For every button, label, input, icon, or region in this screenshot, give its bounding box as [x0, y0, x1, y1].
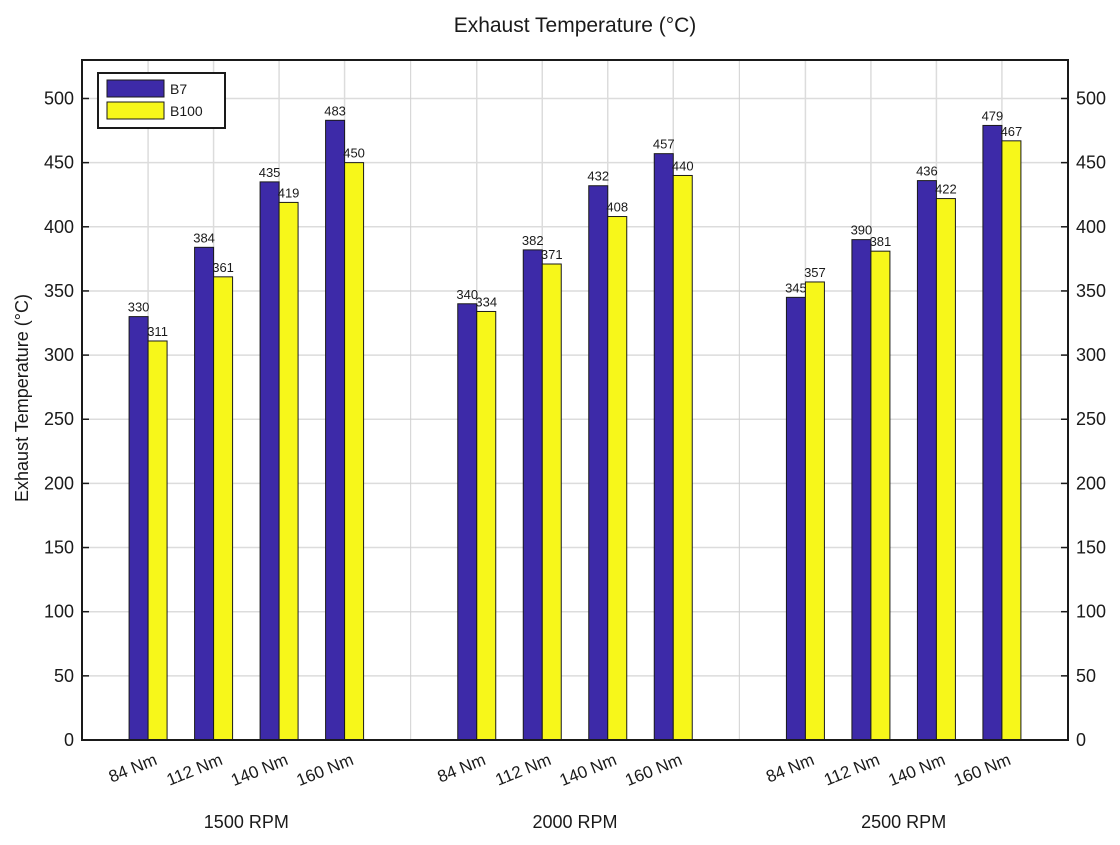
y-tick-label-left: 250	[44, 409, 74, 429]
data-label: 440	[672, 158, 694, 173]
bar-b7	[128, 316, 149, 741]
x-tick-label: 140 Nm	[886, 750, 948, 790]
data-label: 371	[541, 247, 563, 262]
y-tick-label-right: 400	[1076, 217, 1106, 237]
data-label: 384	[193, 230, 215, 245]
data-label: 311	[147, 324, 168, 339]
data-label: 382	[522, 233, 544, 248]
data-label: 467	[1001, 124, 1023, 139]
bar-b100	[344, 162, 365, 741]
legend-label-b7: B7	[170, 81, 187, 97]
bar-b100	[213, 276, 234, 741]
group-label: 2500 RPM	[861, 812, 946, 832]
x-tick-label: 112 Nm	[821, 750, 882, 789]
y-tick-label-left: 500	[44, 88, 74, 108]
bar-b100	[672, 174, 693, 741]
data-label: 408	[606, 200, 628, 215]
y-tick-label-left: 350	[44, 281, 74, 301]
bar-b7	[259, 181, 280, 741]
x-tick-label: 160 Nm	[951, 750, 1013, 790]
data-label: 422	[935, 182, 957, 197]
x-tick-label: 112 Nm	[493, 750, 554, 789]
y-tick-label-right: 500	[1076, 88, 1106, 108]
y-tick-label-right: 100	[1076, 602, 1106, 622]
y-tick-label-left: 450	[44, 153, 74, 173]
y-tick-label-left: 400	[44, 217, 74, 237]
bar-b100	[476, 310, 497, 741]
data-label: 381	[870, 234, 892, 249]
data-label: 457	[653, 137, 675, 152]
y-tick-label-right: 150	[1076, 538, 1106, 558]
data-label: 479	[982, 108, 1004, 123]
x-tick-label: 84 Nm	[435, 750, 489, 786]
bar-b100	[147, 340, 168, 741]
bar-b100	[935, 198, 956, 741]
y-tick-label-right: 0	[1076, 730, 1086, 750]
bar-b7	[785, 296, 806, 741]
bar-b100	[870, 250, 891, 741]
x-tick-label: 112 Nm	[164, 750, 225, 789]
x-tick-label: 160 Nm	[294, 750, 356, 790]
bar-b7	[522, 249, 543, 741]
y-tick-label-left: 50	[54, 666, 74, 686]
y-tick-label-right: 300	[1076, 345, 1106, 365]
x-tick-label: 140 Nm	[557, 750, 619, 790]
y-tick-label-right: 450	[1076, 153, 1106, 173]
group-label: 1500 RPM	[204, 812, 289, 832]
data-label: 483	[324, 103, 346, 118]
bar-b7	[457, 303, 478, 741]
x-tick-label: 160 Nm	[622, 750, 684, 790]
y-tick-label-right: 350	[1076, 281, 1106, 301]
bar-b100	[1001, 140, 1022, 741]
bar-b7	[982, 124, 1003, 741]
y-tick-label-right: 250	[1076, 409, 1106, 429]
legend-swatch-b7	[106, 79, 165, 98]
x-tick-label: 84 Nm	[106, 750, 160, 786]
group-label: 2000 RPM	[532, 812, 617, 832]
legend-swatch-b100	[106, 101, 165, 120]
bar-b7	[325, 119, 346, 741]
data-label: 419	[278, 185, 300, 200]
data-label: 345	[785, 280, 807, 295]
y-tick-label-left: 300	[44, 345, 74, 365]
x-tick-label: 84 Nm	[763, 750, 817, 786]
data-label: 334	[475, 294, 497, 309]
data-label: 390	[851, 223, 873, 238]
data-label: 432	[587, 169, 609, 184]
y-tick-label-left: 150	[44, 538, 74, 558]
bar-b7	[653, 153, 674, 741]
bar-b100	[804, 281, 825, 741]
y-tick-label-left: 100	[44, 602, 74, 622]
bar-b7	[194, 246, 215, 741]
bar-b7	[916, 180, 937, 741]
data-label: 357	[804, 265, 826, 280]
legend-label-b100: B100	[170, 103, 203, 119]
bar-b100	[541, 263, 562, 741]
data-label: 361	[212, 260, 234, 275]
bar-b7	[588, 185, 609, 741]
bar-b100	[278, 201, 299, 741]
data-label: 436	[916, 164, 938, 179]
y-tick-label-left: 0	[64, 730, 74, 750]
chart-title: Exhaust Temperature (°C)	[454, 14, 697, 37]
data-label: 435	[259, 165, 281, 180]
data-label: 330	[128, 300, 150, 315]
data-label: 340	[456, 287, 478, 302]
y-tick-label-right: 50	[1076, 666, 1096, 686]
y-axis-label: Exhaust Temperature (°C)	[12, 294, 32, 502]
plot-area: 0 0 50 50 100 100 150 150 200 200 250 250 300 300 350 3…	[44, 59, 1106, 832]
plot-frame	[81, 59, 1069, 741]
x-tick-label: 140 Nm	[228, 750, 290, 790]
bar-b100	[607, 216, 628, 741]
data-label: 450	[343, 146, 365, 161]
y-tick-label-right: 200	[1076, 473, 1106, 493]
y-tick-label-left: 200	[44, 473, 74, 493]
bar-b7	[851, 239, 872, 741]
